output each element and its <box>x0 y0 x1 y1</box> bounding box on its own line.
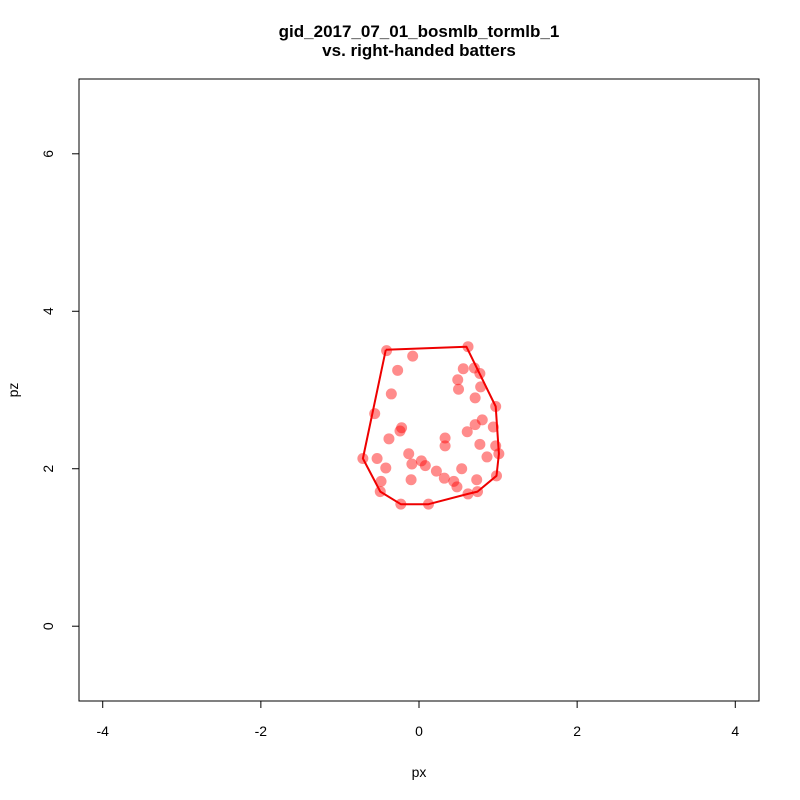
pitch-point <box>490 440 502 452</box>
pitch-point <box>380 462 392 474</box>
pitch-point <box>487 421 499 433</box>
pitch-point <box>461 426 473 438</box>
pitch-point <box>452 374 464 386</box>
pitch-point <box>481 451 493 463</box>
pitch-point <box>405 474 417 486</box>
pitch-point <box>462 341 474 353</box>
pitch-point <box>448 475 460 487</box>
pitch-points-layer <box>357 341 505 510</box>
pitch-point <box>439 432 451 444</box>
pitch-point <box>490 470 502 482</box>
pitch-point <box>468 362 480 374</box>
y-tick-label: 4 <box>40 307 56 315</box>
pitch-point <box>392 364 404 376</box>
x-tick-label: -2 <box>255 723 268 739</box>
pitch-point <box>371 452 383 464</box>
pitch-point <box>469 392 481 404</box>
x-tick-label: 2 <box>573 723 581 739</box>
y-axis-label: pz <box>5 383 21 398</box>
pitch-point <box>490 401 502 413</box>
pitch-point <box>422 498 434 510</box>
x-axis-label: px <box>412 764 427 780</box>
pitch-point <box>474 438 486 450</box>
pitch-point <box>394 425 406 437</box>
pitch-point <box>357 452 369 464</box>
pitch-point <box>407 350 419 362</box>
pitch-point <box>453 383 465 395</box>
pitch-point <box>403 448 415 460</box>
pitch-point <box>395 498 407 510</box>
pitch-point <box>456 463 468 475</box>
x-tick-label: -4 <box>96 723 109 739</box>
pitch-point <box>374 486 386 498</box>
convex-hull-layer <box>361 345 500 506</box>
y-tick-label: 2 <box>40 465 56 473</box>
pitch-point <box>471 474 483 486</box>
x-tick-label: 4 <box>731 723 739 739</box>
pitch-point <box>475 381 487 393</box>
pitch-point <box>369 408 381 420</box>
pitch-point <box>430 465 442 477</box>
pitch-point <box>474 367 486 379</box>
pitch-point <box>375 475 387 487</box>
pitch-point <box>406 458 418 470</box>
y-axis: 0 2 4 6 <box>40 150 80 630</box>
pitch-point <box>493 448 505 460</box>
chart-title: gid_2017_07_01_bosmlb_tormlb_1 <box>279 22 560 41</box>
pitch-point <box>457 363 469 375</box>
x-tick-label: 0 <box>415 723 423 739</box>
pitch-point <box>472 486 484 498</box>
pitch-point <box>476 414 488 426</box>
pitch-point <box>383 433 395 445</box>
pitch-point <box>469 419 481 431</box>
pitch-point <box>439 440 451 452</box>
y-tick-label: 6 <box>40 150 56 158</box>
y-tick-label: 0 <box>40 622 56 630</box>
pitch-point <box>462 488 474 500</box>
pitch-point <box>381 345 393 357</box>
pitch-point <box>451 481 463 493</box>
pitch-point <box>396 422 408 434</box>
x-axis: -4 -2 0 2 4 <box>96 700 739 739</box>
chart-subtitle: vs. right-handed batters <box>322 41 516 60</box>
pitch-point <box>385 388 397 400</box>
pitch-point <box>415 455 427 467</box>
pitch-point <box>419 460 431 472</box>
convex-hull-outline <box>361 345 500 506</box>
pitch-point <box>438 472 450 484</box>
